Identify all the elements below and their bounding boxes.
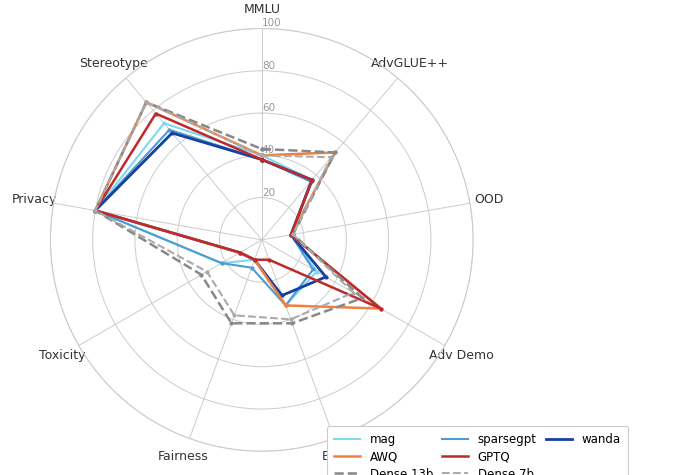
Legend: mag, AWQ, Dense 13b, sparsegpt, GPTQ, Dense 7b, wanda, , : mag, AWQ, Dense 13b, sparsegpt, GPTQ, De… bbox=[327, 426, 628, 475]
